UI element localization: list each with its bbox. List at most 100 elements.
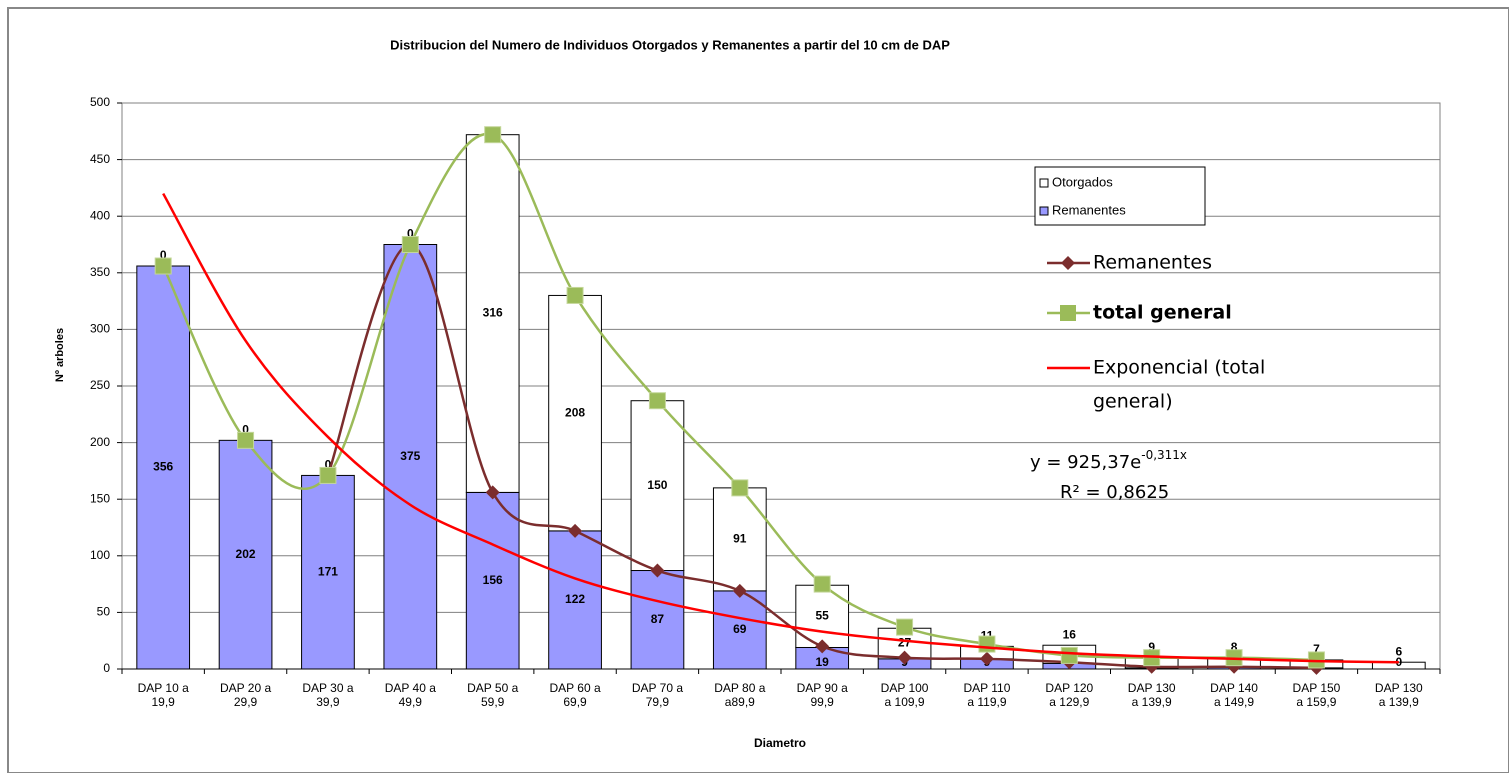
y-tick-label: 500 [90,95,110,109]
legend-marker [1060,305,1076,321]
line-marker [732,583,747,598]
line-marker [648,392,666,410]
data-label: 16 [1063,627,1077,641]
x-tick-label: a 129,9 [1049,695,1089,709]
y-tick-label: 150 [90,491,110,505]
x-tick-label: 79,9 [646,695,670,709]
bar [465,134,520,493]
r-squared: R² = 0,8625 [1060,482,1169,503]
x-tick-label: DAP 150 [1293,681,1341,695]
line-marker [731,479,749,497]
line-marker [237,431,255,449]
x-tick-label: DAP 110 [963,681,1010,695]
x-axis-label: Diametro [754,736,806,750]
x-tick-label: a 139,9 [1379,695,1419,709]
equation-base: y = 925,37e [1030,452,1141,473]
bar [712,590,767,670]
data-label: 0 [160,248,167,262]
bar [548,530,602,670]
bar [630,570,685,670]
data-label: 19 [816,655,830,669]
legend-marker [1061,256,1075,270]
line-marker [978,635,996,653]
data-label: 69 [733,622,747,636]
line [162,192,1399,664]
bar [301,474,355,670]
legend-label: Otorgados [1052,174,1113,189]
data-label: 150 [647,478,667,492]
line-marker [154,257,172,275]
data-label: 0 [325,458,332,472]
y-tick-label: 50 [97,605,111,619]
data-label: 0 [1395,655,1402,669]
legend-label: Remanentes [1052,202,1126,217]
y-tick-label: 100 [90,548,110,562]
y-tick-label: 0 [103,661,110,675]
x-tick-label: a 159,9 [1296,695,1336,709]
x-tick-label: DAP 70 a [632,681,683,695]
x-tick-label: DAP 130 [1128,681,1176,695]
x-tick-label: a89,9 [725,695,755,709]
x-tick-label: a 119,9 [967,695,1006,709]
equation-exponent: -0,311x [1141,448,1187,462]
x-tick-label: DAP 50 a [467,681,518,695]
line-marker [815,639,830,654]
x-tick-label: 59,9 [481,695,505,709]
bar [548,294,602,532]
equation: y = 925,37e-0,311x [1030,448,1187,474]
line-marker [568,523,583,538]
y-tick-label: 250 [90,378,110,392]
line-marker [401,236,419,253]
bar [465,491,520,670]
data-label: 9 [1148,640,1155,654]
line-marker [813,575,831,593]
data-label: 7 [1313,642,1320,656]
legend-label: general) [1093,391,1173,413]
data-label: 91 [733,532,747,546]
bar [630,400,685,572]
x-tick-label: a 109,9 [885,695,925,709]
data-label: 6 [1395,644,1402,658]
data-label: 87 [651,612,665,626]
data-label: 0 [242,423,249,437]
data-label: 356 [153,460,173,474]
x-tick-label: 69,9 [563,695,587,709]
bar [712,487,767,592]
legend-swatch [1039,206,1049,216]
line [326,243,1317,670]
legend-box [1034,166,1206,226]
x-tick-label: 39,9 [316,695,340,709]
x-tick-label: DAP 30 a [302,681,353,695]
x-tick-label: DAP 100 [881,681,929,695]
bar [383,244,438,670]
y-tick-label: 300 [90,322,110,336]
data-label: 122 [565,592,585,606]
line-marker [979,651,994,666]
y-tick-label: 400 [90,208,110,222]
line-marker [1060,646,1078,664]
chart-title: Distribucion del Numero de Individuos Ot… [390,37,950,52]
x-tick-label: DAP 120 [1045,681,1093,695]
x-tick-label: a 149,9 [1214,695,1254,709]
x-tick-label: DAP 40 a [385,681,436,695]
y-tick-label: 200 [90,435,110,449]
line-marker [650,563,665,578]
line-marker [896,618,914,636]
x-tick-label: DAP 10 a [138,681,189,695]
data-label: 55 [816,609,830,623]
legend-swatch [1039,178,1049,188]
x-tick-label: DAP 20 a [220,681,271,695]
data-label: 208 [565,405,585,419]
y-tick-label: 350 [90,265,110,279]
data-label: 316 [483,306,503,320]
x-tick-label: 19,9 [152,695,176,709]
data-label: 8 [1231,640,1238,654]
legend-label: total general [1093,302,1232,324]
y-axis-label: Nº arboles [54,328,66,382]
x-tick-label: DAP 130 [1375,681,1423,695]
bar [136,265,191,670]
x-tick-label: a 139,9 [1132,695,1172,709]
x-tick-label: 29,9 [234,695,258,709]
y-tick-label: 450 [90,152,110,166]
